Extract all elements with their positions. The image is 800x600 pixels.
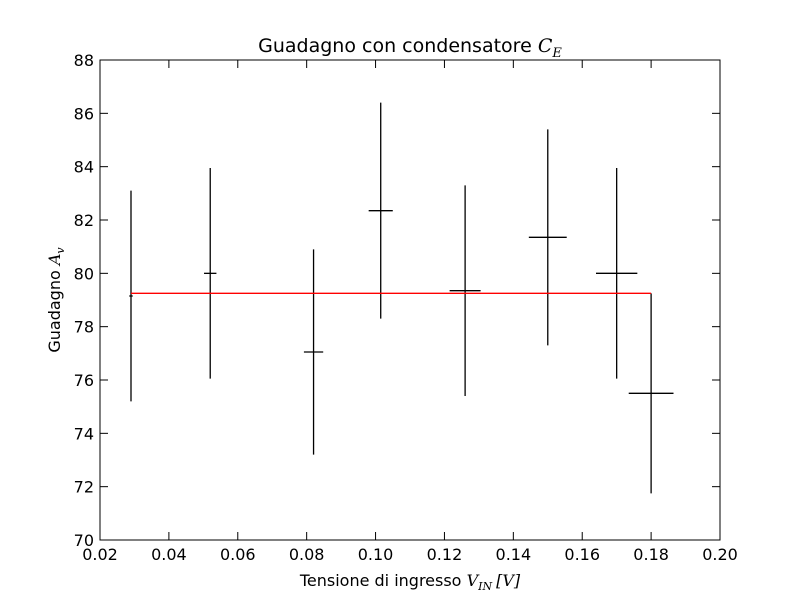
data-point [303, 249, 324, 455]
y-tick-label: 76 [74, 371, 94, 390]
data-point [368, 102, 393, 319]
data-point [449, 185, 481, 396]
data-point [204, 168, 217, 379]
x-tick-label: 0.16 [564, 545, 600, 564]
y-tick-label: 80 [74, 264, 94, 283]
y-tick-label: 86 [74, 104, 94, 123]
x-tick-label: 0.18 [633, 545, 669, 564]
chart-title-math: C [538, 35, 553, 57]
y-tick-label: 82 [74, 211, 94, 230]
x-tick-label: 0.20 [702, 545, 738, 564]
plot-frame [99, 59, 721, 541]
x-tick-label: 0.12 [427, 545, 463, 564]
x-tick-label: 0.02 [82, 545, 118, 564]
y-tick-label: 70 [74, 531, 94, 550]
y-axis-label-math-sub: v [54, 247, 67, 254]
plot-area [100, 60, 720, 540]
x-axis-label-unit: [V] [496, 571, 521, 590]
chart-title-math-sub: E [551, 46, 562, 61]
data-point [129, 190, 133, 402]
y-axis-label: Guadagno Av [45, 247, 67, 353]
ticks-layer: 0.02 0.04 0.06 0.08 0.10 0.12 0.14 0.16 0.18 0.20… [74, 51, 738, 564]
x-axis-label-math-sub: IN [477, 580, 492, 593]
y-axis-label-text: Guadagno [45, 265, 64, 352]
x-tick-label: 0.04 [151, 545, 187, 564]
x-axis-label-text: Tensione di ingresso [299, 571, 467, 590]
chart-title-text: Guadagno con condensatore [258, 35, 538, 57]
y-tick-label: 74 [74, 424, 94, 443]
data-point [528, 129, 567, 346]
y-tick-label: 88 [74, 51, 94, 70]
data-point [628, 293, 674, 494]
y-tick-label: 72 [74, 478, 94, 497]
x-tick-label: 0.10 [358, 545, 394, 564]
x-axis-label-math: V [467, 571, 480, 590]
y-tick-label: 84 [74, 158, 94, 177]
data-point [596, 168, 638, 379]
x-tick-label: 0.14 [496, 545, 532, 564]
x-axis-label: Tensione di ingresso VIN [V] [299, 571, 521, 593]
chart-title: Guadagno con condensatore CE [258, 35, 562, 61]
data-layer [129, 102, 674, 494]
x-tick-label: 0.06 [220, 545, 256, 564]
x-tick-label: 0.08 [289, 545, 325, 564]
y-axis-label-math: A [45, 254, 64, 268]
y-tick-label: 78 [74, 318, 94, 337]
